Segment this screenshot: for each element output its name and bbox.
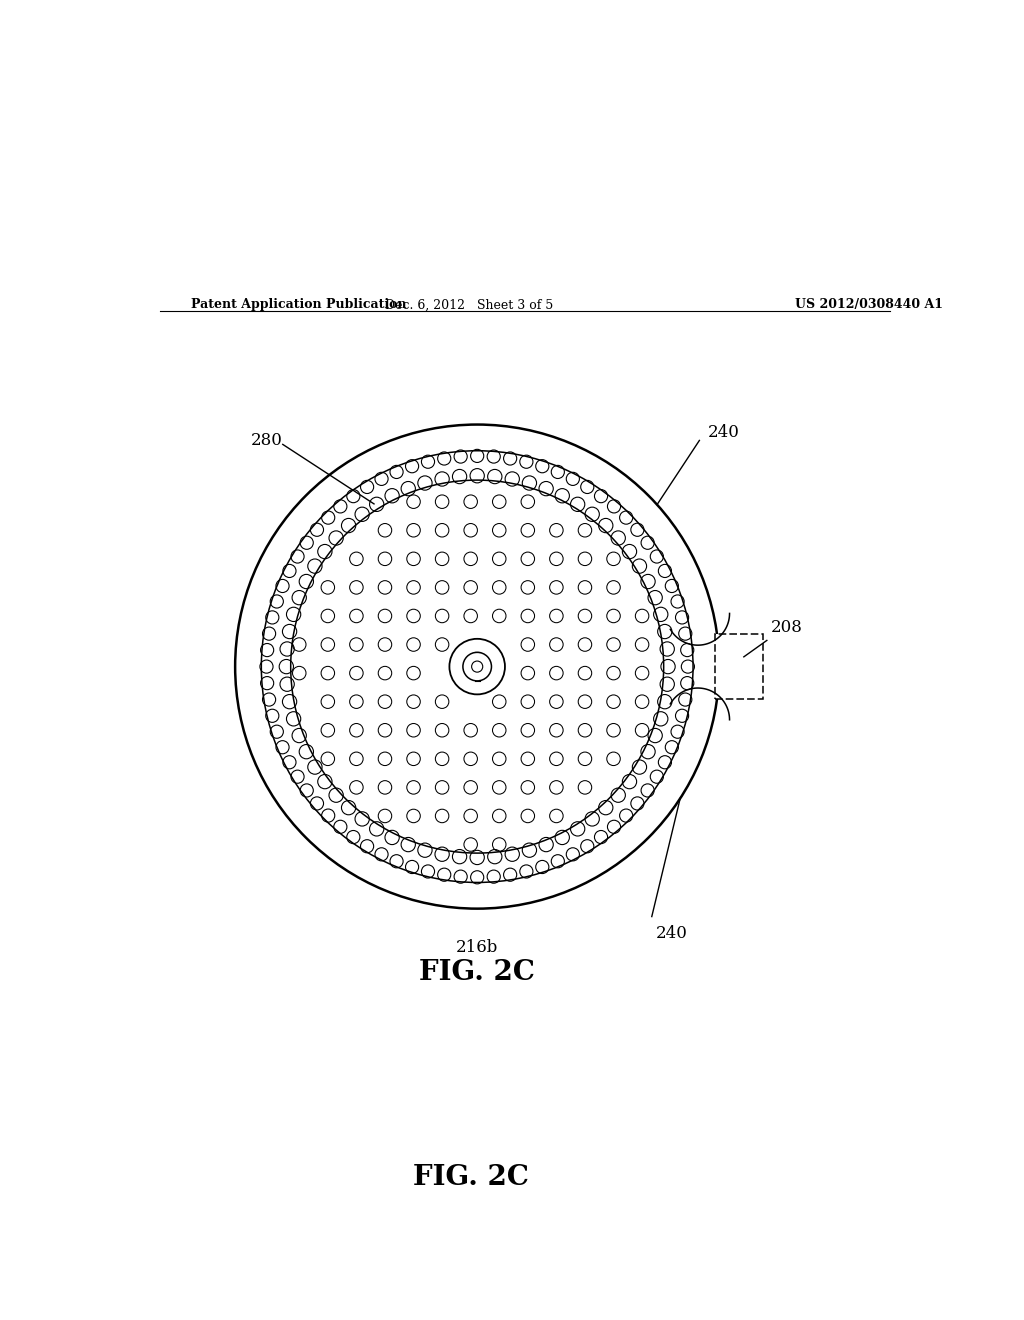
Text: 240: 240: [708, 424, 739, 441]
Text: 216b: 216b: [456, 939, 499, 956]
Text: 208: 208: [771, 619, 803, 636]
Text: Patent Application Publication: Patent Application Publication: [191, 298, 407, 312]
Text: Dec. 6, 2012   Sheet 3 of 5: Dec. 6, 2012 Sheet 3 of 5: [385, 298, 553, 312]
Text: FIG. 2C: FIG. 2C: [419, 958, 536, 986]
Text: 280: 280: [251, 432, 283, 449]
Text: US 2012/0308440 A1: US 2012/0308440 A1: [795, 298, 943, 312]
Text: 240: 240: [655, 924, 688, 941]
Bar: [715, 634, 763, 700]
Text: FIG. 2C: FIG. 2C: [413, 1164, 529, 1191]
